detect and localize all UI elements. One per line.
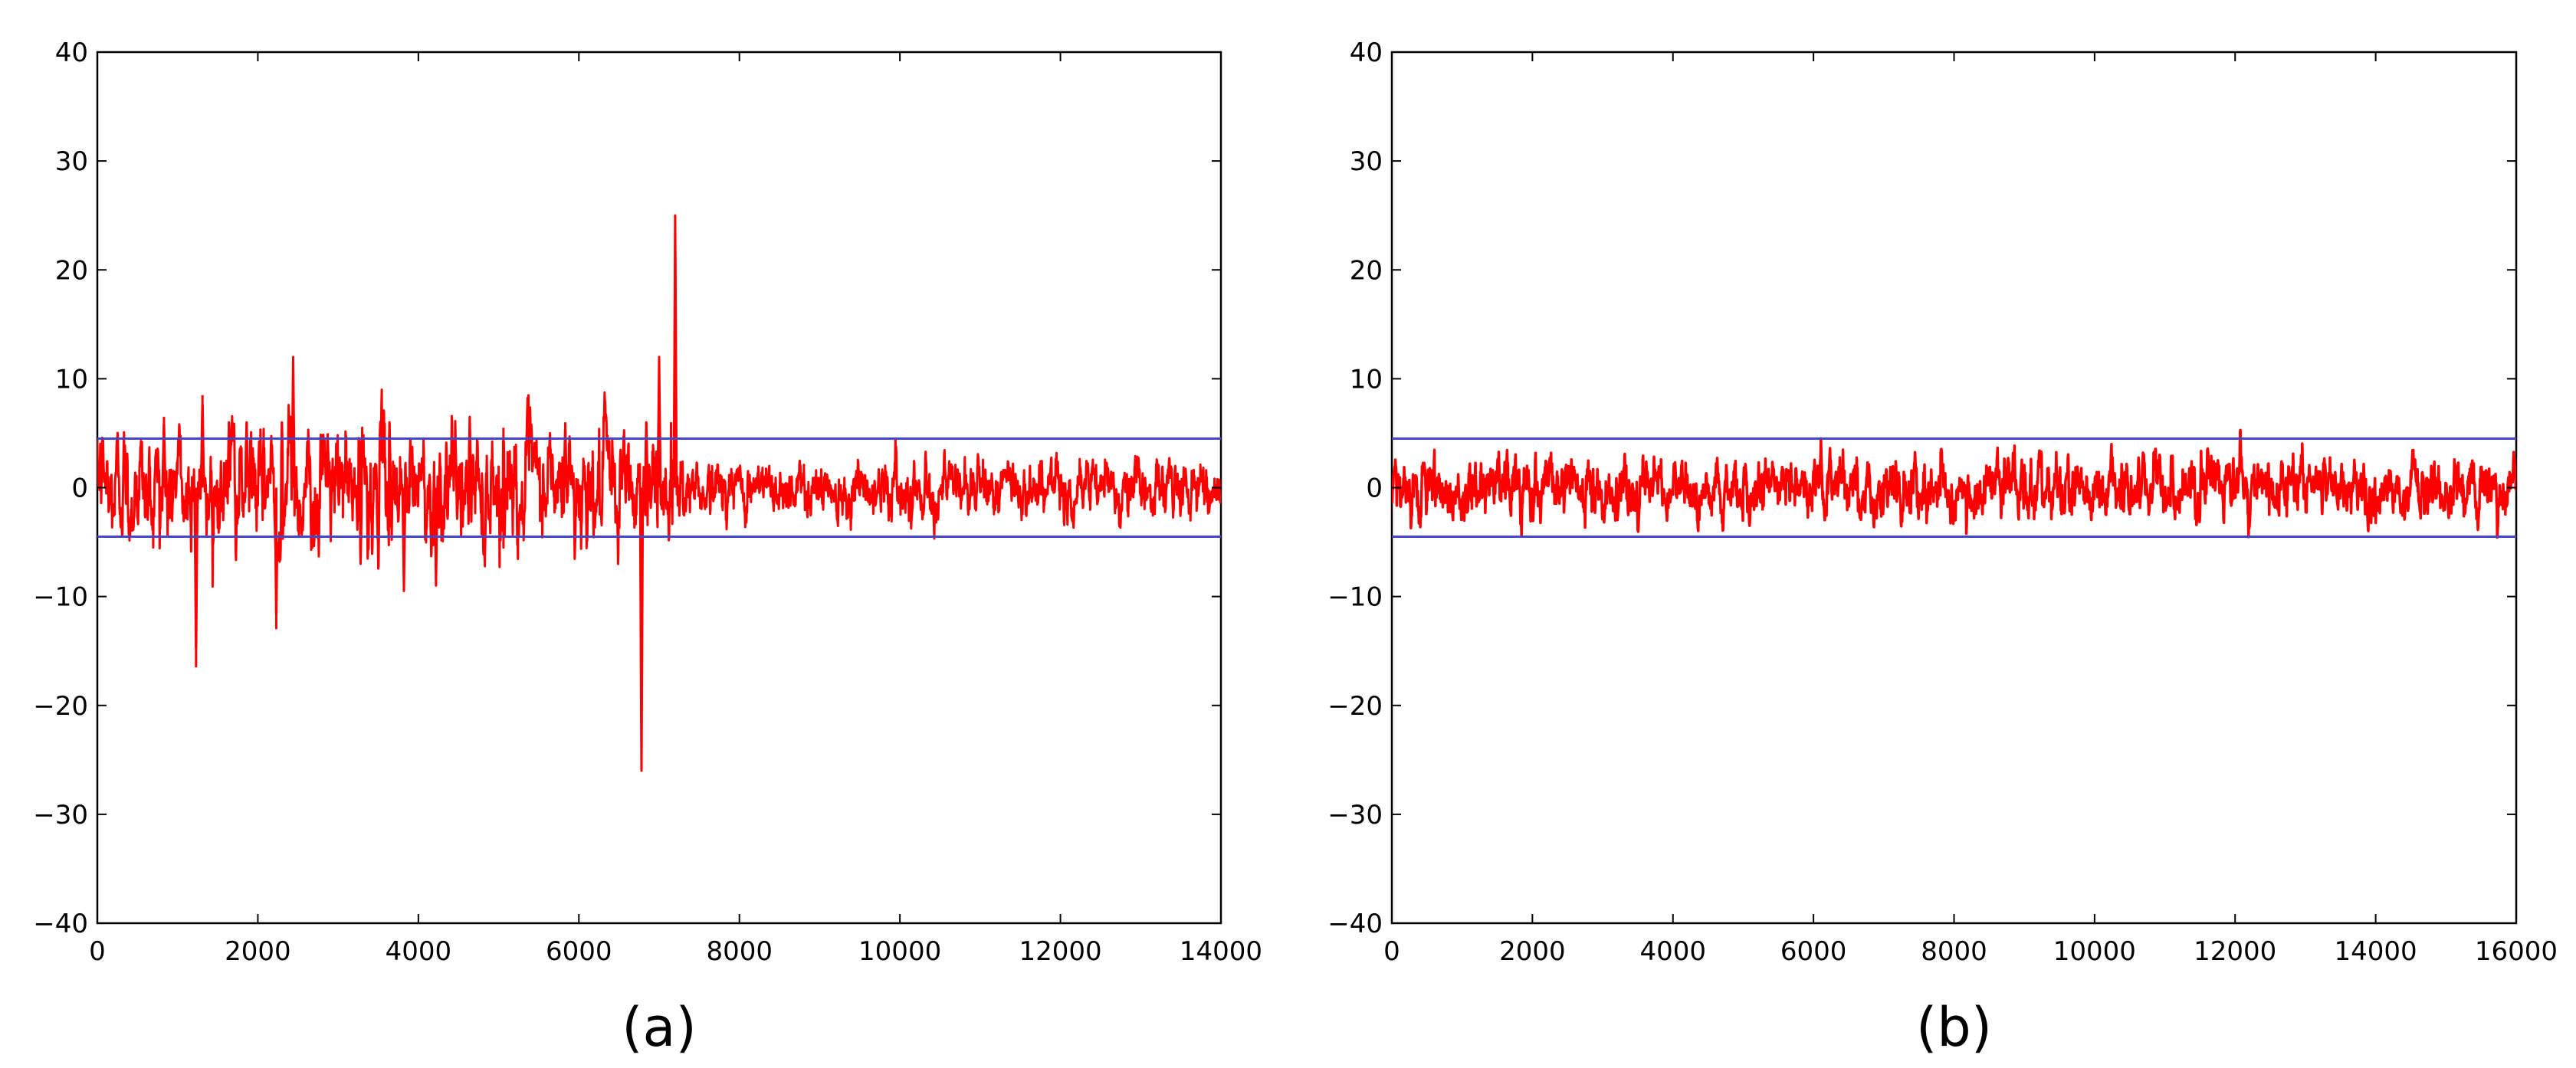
x-tick-label: 10000 [2053, 936, 2136, 967]
x-tick-label: 8000 [706, 936, 773, 967]
x-tick-label: 14000 [1180, 936, 1262, 967]
x-tick-label: 14000 [2335, 936, 2417, 967]
y-tick-label: 20 [1350, 255, 1383, 286]
x-tick-label: 10000 [858, 936, 941, 967]
x-tick-label: 4000 [386, 936, 452, 967]
x-tick-label: 0 [1383, 936, 1400, 967]
x-tick-label: 6000 [1780, 936, 1847, 967]
y-tick-label: −10 [1327, 582, 1383, 613]
x-tick-label: 0 [89, 936, 106, 967]
x-tick-label: 16000 [2475, 936, 2558, 967]
y-tick-label: 40 [1350, 38, 1383, 68]
x-tick-label: 2000 [1499, 936, 1566, 967]
y-tick-label: −20 [33, 691, 88, 722]
x-tick-label: 8000 [1921, 936, 1987, 967]
y-tick-label: −40 [1327, 909, 1383, 939]
x-tick-label: 12000 [2194, 936, 2276, 967]
y-tick-label: −30 [1327, 800, 1383, 830]
y-tick-label: 40 [55, 38, 88, 68]
x-tick-label: 12000 [1019, 936, 1101, 967]
y-tick-label: −10 [33, 582, 88, 613]
y-tick-label: 30 [1350, 146, 1383, 177]
signal-series [1392, 428, 2516, 539]
y-tick-label: −20 [1327, 691, 1383, 722]
signal-series [97, 214, 1221, 772]
panel-label: (a) [622, 996, 697, 1059]
y-tick-label: 20 [55, 255, 88, 286]
chart-panel-a: 0 2000 4000 6000 8000 10000 12000 14000 40 30 20 10… [33, 38, 1262, 1059]
panel-label: (b) [1916, 996, 1992, 1059]
x-tick-label: 6000 [546, 936, 612, 967]
y-tick-label: 30 [55, 146, 88, 177]
y-tick-label: 0 [71, 473, 88, 504]
x-tick-label: 2000 [225, 936, 291, 967]
chart-panel-b: 0 2000 4000 6000 8000 10000 12000 14000 16000 40 3… [1327, 38, 2558, 1059]
y-tick-label: 10 [55, 364, 88, 395]
y-tick-label: 10 [1350, 364, 1383, 395]
y-tick-label: −40 [33, 909, 88, 939]
x-tick-label: 4000 [1639, 936, 1706, 967]
y-tick-label: 0 [1366, 473, 1383, 504]
y-tick-label: −30 [33, 800, 88, 830]
